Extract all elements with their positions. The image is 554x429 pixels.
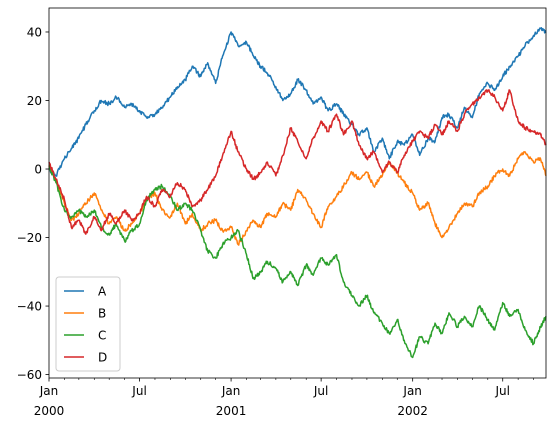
legend-box: [55, 276, 121, 372]
legend-label-b: B: [98, 306, 106, 320]
x-axis: Jan 2000 Jul Jan 2001 Jul Jan 2002 Jul: [34, 378, 534, 418]
x-tick-label: Jul: [313, 384, 328, 398]
y-axis: 40 20 0 −20 −40 −60: [17, 25, 49, 382]
series-line-d: [48, 89, 547, 235]
x-tick-label: Jan: [39, 384, 59, 398]
series-line-a: [48, 27, 547, 177]
x-tick-label: Jan: [221, 384, 241, 398]
y-tick-label: −60: [17, 368, 42, 382]
x-tick-label: Jul: [494, 384, 509, 398]
y-tick-label: 40: [27, 25, 42, 39]
y-tick-label: −20: [17, 231, 42, 245]
x-tick-year-label: 2000: [34, 404, 65, 418]
series-line-c: [48, 164, 547, 359]
legend-label-c: C: [98, 328, 106, 342]
x-tick-year-label: 2002: [397, 404, 428, 418]
legend-label-d: D: [98, 350, 107, 364]
x-tick-year-label: 2001: [216, 404, 247, 418]
plot-area-frame: [48, 7, 547, 379]
y-tick-label: 0: [34, 162, 42, 176]
legend-label-a: A: [98, 284, 107, 298]
series-line-b: [48, 151, 547, 246]
y-tick-label: 20: [27, 94, 42, 108]
x-tick-label: Jul: [131, 384, 146, 398]
series-layer: [48, 27, 547, 359]
x-tick-label: Jan: [402, 384, 422, 398]
y-tick-label: −40: [17, 299, 42, 313]
